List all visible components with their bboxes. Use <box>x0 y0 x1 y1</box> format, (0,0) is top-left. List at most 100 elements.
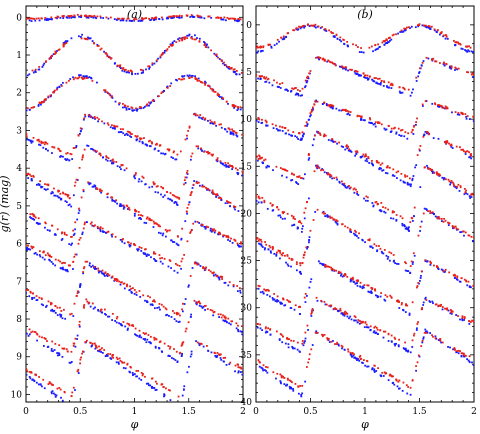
r-band-point <box>81 352 83 355</box>
g-band-point <box>88 264 91 267</box>
g-band-point <box>308 238 311 241</box>
y-tick-label: 1 <box>16 51 22 61</box>
r-band-point <box>127 105 129 108</box>
g-band-point <box>52 262 54 265</box>
r-band-point <box>405 262 407 265</box>
g-band-point <box>151 63 154 66</box>
r-band-point <box>290 173 293 175</box>
r-band-point <box>304 124 307 127</box>
g-band-point <box>304 301 307 303</box>
g-band-point <box>437 268 440 271</box>
r-band-point <box>437 29 439 31</box>
g-band-point <box>233 206 236 209</box>
g-band-point <box>229 132 232 135</box>
r-band-point <box>282 335 284 338</box>
r-band-point <box>165 230 168 233</box>
r-band-point <box>219 196 222 199</box>
r-band-point <box>292 88 295 90</box>
g-band-point <box>451 111 453 114</box>
r-band-point <box>183 254 186 256</box>
g-band-point <box>144 143 147 146</box>
r-band-point <box>404 174 406 177</box>
y-tick-label: 35 <box>241 351 253 361</box>
g-band-point <box>106 159 109 162</box>
r-band-point <box>415 121 418 123</box>
g-band-point <box>449 65 451 68</box>
r-band-point <box>406 175 409 178</box>
r-band-point <box>145 104 148 107</box>
g-band-point <box>50 392 53 395</box>
g-band-point <box>192 15 194 18</box>
g-band-point <box>407 349 409 352</box>
g-band-point <box>450 67 452 70</box>
r-band-point <box>58 344 61 347</box>
r-band-point <box>232 284 235 287</box>
g-band-point <box>210 16 213 19</box>
g-band-point <box>170 17 173 19</box>
g-band-point <box>329 175 332 178</box>
r-band-point <box>224 161 227 164</box>
r-band-point <box>370 287 373 289</box>
g-band-point <box>368 121 371 124</box>
r-band-point <box>209 87 212 90</box>
g-band-point <box>426 132 428 135</box>
r-band-point <box>452 226 455 229</box>
r-band-point <box>351 68 353 71</box>
g-band-point <box>109 126 112 129</box>
r-band-point <box>72 386 75 389</box>
r-band-point <box>330 266 333 269</box>
r-band-point <box>257 284 260 287</box>
g-band-point <box>278 40 280 43</box>
r-band-point <box>416 285 419 287</box>
g-band-point <box>340 109 343 112</box>
r-band-point <box>82 154 84 157</box>
r-band-point <box>220 316 223 319</box>
r-band-point <box>181 308 183 311</box>
g-band-point <box>226 321 228 324</box>
r-band-point <box>264 158 267 161</box>
g-band-point <box>291 345 294 348</box>
r-band-point <box>178 78 180 80</box>
r-band-point <box>190 191 193 193</box>
r-band-point <box>390 127 393 130</box>
r-band-point <box>455 227 458 230</box>
g-band-point <box>437 137 440 140</box>
r-band-point <box>65 152 68 155</box>
r-band-point <box>443 140 446 143</box>
r-band-point <box>230 237 232 240</box>
g-band-point <box>456 279 459 281</box>
g-band-point <box>110 233 113 236</box>
g-band-point <box>437 267 439 270</box>
g-band-point <box>97 349 99 352</box>
g-band-point <box>198 342 201 345</box>
g-band-point <box>33 379 35 382</box>
g-band-point <box>120 67 122 70</box>
r-band-point <box>294 304 297 307</box>
g-band-point <box>447 309 450 312</box>
g-band-point <box>62 268 65 271</box>
r-band-point <box>240 366 242 369</box>
g-band-point <box>470 50 473 53</box>
r-band-point <box>287 378 289 381</box>
r-band-point <box>34 373 37 376</box>
g-band-point <box>183 75 186 77</box>
g-band-point <box>153 386 156 389</box>
g-band-point <box>380 210 383 213</box>
r-band-point <box>44 183 46 186</box>
r-band-point <box>160 92 163 95</box>
g-band-point <box>219 357 222 359</box>
r-band-point <box>153 338 156 341</box>
r-band-point <box>451 310 454 313</box>
y-tick-label: 10 <box>241 115 253 125</box>
r-band-point <box>343 312 346 314</box>
g-band-point <box>378 168 381 170</box>
r-band-point <box>138 290 141 292</box>
g-band-point <box>157 231 160 234</box>
g-band-point <box>361 238 364 241</box>
g-band-point <box>266 371 269 374</box>
r-band-point <box>349 351 352 354</box>
g-band-point <box>139 295 142 298</box>
r-band-point <box>176 153 179 156</box>
r-band-point <box>369 325 372 328</box>
r-band-point <box>67 79 70 82</box>
